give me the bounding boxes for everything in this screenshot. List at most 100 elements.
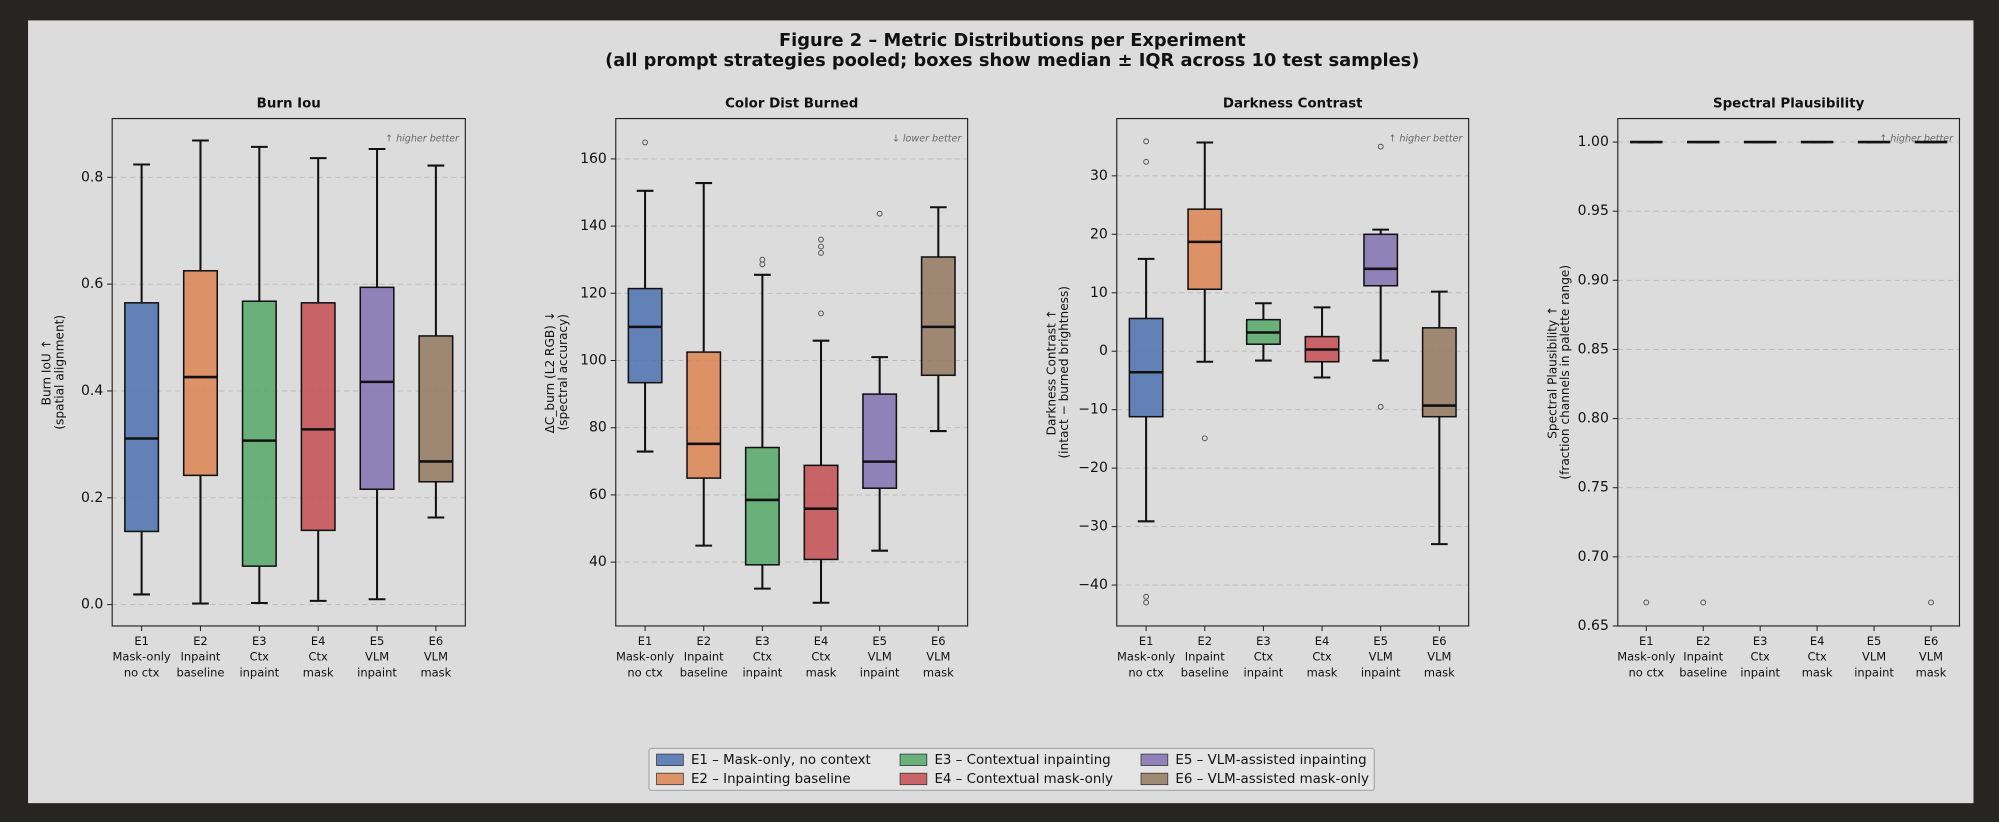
annotation: ↑ higher better bbox=[1879, 133, 1954, 144]
outlier bbox=[1643, 599, 1650, 606]
chart-title: Darkness Contrast bbox=[1223, 96, 1363, 111]
outlier bbox=[818, 250, 824, 256]
y-axis-label: (intact − burned brightness) bbox=[1057, 286, 1071, 459]
annotation: ↓ lower better bbox=[892, 133, 962, 144]
chart-title: Color Dist Burned bbox=[725, 96, 858, 111]
box bbox=[1421, 327, 1457, 418]
y-tick-label: 60 bbox=[589, 487, 607, 503]
x-tick-label: E6 bbox=[931, 634, 946, 648]
legend-swatch bbox=[899, 772, 928, 786]
y-tick-label: 120 bbox=[580, 285, 607, 301]
y-tick-label: 0.4 bbox=[81, 383, 103, 399]
y-axis-label: Burn IoU ↑ bbox=[40, 339, 54, 405]
x-tick-label: Ctx bbox=[753, 650, 773, 664]
box bbox=[1363, 233, 1399, 287]
x-tick-label: VLM bbox=[1369, 650, 1393, 664]
legend-label: E2 – Inpainting baseline bbox=[691, 772, 851, 787]
x-tick-label: E1 bbox=[638, 634, 653, 648]
x-tick-label: mask bbox=[1424, 666, 1455, 680]
x-tick-label: Ctx bbox=[1807, 650, 1827, 664]
x-tick-label: VLM bbox=[868, 650, 892, 664]
outlier bbox=[1928, 599, 1934, 606]
x-tick-label: E3 bbox=[1753, 634, 1768, 648]
x-tick-label: VLM bbox=[1862, 650, 1886, 664]
x-tick-label: Inpaint bbox=[1185, 650, 1225, 664]
y-tick-label: 40 bbox=[589, 554, 607, 570]
x-tick-label: VLM bbox=[424, 650, 448, 664]
axes-frame bbox=[1116, 117, 1470, 627]
x-tick-label: inpaint bbox=[860, 666, 900, 680]
x-tick-label: E3 bbox=[755, 634, 770, 648]
outlier bbox=[818, 236, 824, 243]
x-tick-label: E2 bbox=[696, 634, 711, 648]
outlier bbox=[642, 139, 649, 146]
x-tick-label: baseline bbox=[1679, 666, 1727, 680]
axes-frame bbox=[615, 117, 969, 627]
outlier bbox=[1143, 599, 1150, 606]
y-axis-label: (spectral accuracy) bbox=[556, 314, 570, 431]
chart-title: Burn Iou bbox=[257, 96, 321, 111]
y-tick-label: 160 bbox=[580, 151, 607, 167]
x-tick-label: inpaint bbox=[743, 666, 783, 680]
x-tick-label: Inpaint bbox=[684, 650, 724, 664]
x-tick-label: Mask-only bbox=[1117, 650, 1175, 664]
y-tick-label: 80 bbox=[589, 420, 607, 436]
y-tick-label: 0.6 bbox=[81, 276, 103, 292]
y-tick-label: 100 bbox=[580, 353, 607, 369]
y-tick-label: 0.75 bbox=[1578, 480, 1609, 496]
y-tick-label: 0.90 bbox=[1578, 272, 1609, 288]
x-tick-label: Ctx bbox=[1751, 650, 1771, 664]
x-tick-label: E4 bbox=[814, 634, 829, 648]
y-tick-label: 0.95 bbox=[1578, 203, 1609, 219]
x-tick-label: inpaint bbox=[1854, 666, 1894, 680]
y-tick-label: 0.0 bbox=[81, 597, 103, 613]
legend-label: E3 – Contextual inpainting bbox=[934, 753, 1110, 768]
legend-swatch bbox=[1140, 753, 1169, 766]
box bbox=[920, 256, 956, 377]
y-tick-label: 20 bbox=[1090, 226, 1108, 242]
x-tick-label: no ctx bbox=[1128, 666, 1164, 680]
x-tick-label: E3 bbox=[252, 634, 267, 648]
y-tick-label: 0.8 bbox=[81, 169, 103, 185]
outlier bbox=[876, 210, 883, 217]
x-tick-label: inpaint bbox=[1361, 666, 1401, 680]
y-axis-label: (fraction channels in palette range) bbox=[1558, 265, 1572, 480]
x-tick-label: VLM bbox=[1427, 650, 1451, 664]
x-tick-label: Inpaint bbox=[1683, 650, 1723, 664]
x-tick-label: Ctx bbox=[811, 650, 831, 664]
x-tick-label: inpaint bbox=[1740, 666, 1780, 680]
y-tick-label: −20 bbox=[1078, 460, 1108, 476]
x-tick-label: E5 bbox=[1373, 634, 1388, 648]
x-tick-label: E1 bbox=[1139, 634, 1154, 648]
box bbox=[182, 270, 219, 477]
box bbox=[359, 286, 395, 490]
x-tick-label: Ctx bbox=[309, 650, 329, 664]
y-tick-label: 0.80 bbox=[1578, 411, 1609, 427]
x-tick-label: E2 bbox=[1696, 634, 1711, 648]
x-tick-label: Mask-only bbox=[113, 650, 171, 664]
annotation: ↑ higher better bbox=[385, 133, 460, 144]
x-tick-label: VLM bbox=[365, 650, 389, 664]
outlier bbox=[1700, 599, 1707, 606]
y-axis-label: (spatial alignment) bbox=[52, 315, 66, 430]
x-tick-label: E4 bbox=[1810, 634, 1825, 648]
panel bbox=[28, 20, 1974, 804]
box bbox=[300, 302, 336, 532]
x-tick-label: baseline bbox=[1181, 666, 1229, 680]
y-axis-label: Spectral Plausibility ↑ bbox=[1545, 306, 1559, 439]
x-tick-label: no ctx bbox=[124, 666, 160, 680]
outlier bbox=[818, 243, 824, 250]
legend-label: E5 – VLM-assisted inpainting bbox=[1175, 753, 1366, 768]
y-tick-label: 30 bbox=[1090, 168, 1108, 184]
x-tick-label: inpaint bbox=[357, 666, 397, 680]
y-axis-label: Darkness Contrast ↑ bbox=[1044, 309, 1058, 435]
outlier bbox=[1143, 593, 1150, 600]
x-tick-label: VLM bbox=[926, 650, 950, 664]
y-tick-label: −10 bbox=[1078, 402, 1108, 418]
x-tick-label: E5 bbox=[370, 634, 385, 648]
box bbox=[627, 287, 663, 384]
y-tick-label: 10 bbox=[1090, 285, 1108, 301]
x-tick-label: mask bbox=[923, 666, 954, 680]
x-tick-label: Ctx bbox=[250, 650, 270, 664]
